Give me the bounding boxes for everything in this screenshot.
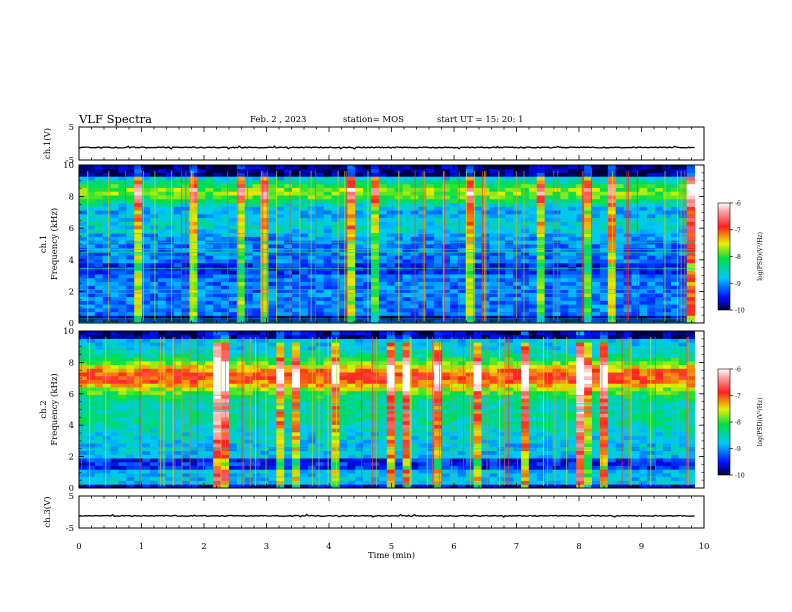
y-tick-label: 0 bbox=[69, 319, 74, 329]
x-tick-label: 0 bbox=[76, 542, 81, 552]
x-axis-label: Time (min) bbox=[368, 550, 415, 561]
y-tick-label: 10 bbox=[63, 327, 74, 337]
colorbar-tick-label: -9 bbox=[735, 281, 741, 288]
y-tick-label: -5 bbox=[66, 524, 74, 534]
header-date: Feb. 2 , 2023 bbox=[250, 115, 307, 125]
ch1-waveform-line bbox=[78, 145, 695, 150]
x-tick-label: 4 bbox=[326, 542, 331, 552]
x-tick-label: 10 bbox=[699, 542, 710, 552]
ch3-volt-axis-label: ch.3(V) bbox=[42, 496, 53, 527]
y-tick-label: -5 bbox=[66, 156, 74, 166]
colorbar-tick-label: -7 bbox=[735, 227, 741, 234]
ch2-spec-axis-label: ch.2 bbox=[39, 400, 49, 418]
y-tick-label: 5 bbox=[69, 123, 74, 133]
x-tick-label: 8 bbox=[576, 542, 581, 552]
y-tick-label: 6 bbox=[69, 224, 74, 234]
colorbar-ch1 bbox=[717, 202, 731, 311]
spectrogram-ch1 bbox=[79, 165, 696, 324]
x-tick-label: 6 bbox=[451, 542, 456, 552]
colorbar-ch2 bbox=[717, 368, 731, 476]
colorbar-tick-label: -10 bbox=[735, 473, 745, 480]
x-tick-label: 5 bbox=[389, 542, 394, 552]
colorbar-tick-label: -6 bbox=[735, 367, 741, 374]
colorbar-tick-label: -8 bbox=[735, 420, 741, 427]
y-tick-label: 4 bbox=[69, 256, 74, 266]
header-station: station= MOS bbox=[343, 115, 404, 125]
colorbar-tick-label: -8 bbox=[735, 254, 741, 261]
y-tick-label: 4 bbox=[69, 421, 74, 431]
header-start-time: start UT = 15: 20: 1 bbox=[437, 115, 524, 125]
y-tick-label: 10 bbox=[63, 161, 74, 171]
sferic-streaks bbox=[87, 171, 686, 321]
ch1-volt-axis-label: ch.1(V) bbox=[42, 128, 53, 159]
ch1-spec-axis-label: ch.1 bbox=[39, 235, 49, 253]
y-tick-label: 0 bbox=[69, 484, 74, 494]
y-tick-label: 2 bbox=[69, 287, 74, 297]
colorbar-label: log(PSD)(V²/Hz) bbox=[757, 232, 764, 281]
frequency-axis-label: Frequency (kHz) bbox=[49, 373, 60, 445]
colorbar-label: log(PSD)(V²/Hz) bbox=[757, 398, 764, 447]
spectrogram-ch2 bbox=[79, 331, 696, 489]
colorbar-tick-label: -6 bbox=[735, 201, 741, 208]
narrowband-lines bbox=[79, 395, 695, 484]
x-tick-label: 7 bbox=[514, 542, 519, 552]
y-tick-label: 2 bbox=[69, 453, 74, 463]
y-tick-label: 6 bbox=[69, 390, 74, 400]
ch3-waveform-line bbox=[78, 513, 695, 518]
chart-title: VLF Spectra bbox=[79, 112, 153, 126]
frequency-axis-label: Frequency (kHz) bbox=[49, 208, 60, 280]
colorbar-tick-label: -10 bbox=[735, 308, 745, 315]
y-tick-label: 5 bbox=[69, 492, 74, 502]
x-tick-label: 9 bbox=[639, 542, 644, 552]
x-tick-label: 3 bbox=[264, 542, 269, 552]
y-tick-label: 8 bbox=[69, 358, 74, 368]
y-tick-label: 8 bbox=[69, 193, 74, 203]
colorbar-tick-label: -7 bbox=[735, 393, 741, 400]
colorbar-tick-label: -9 bbox=[735, 446, 741, 453]
x-tick-label: 2 bbox=[201, 542, 206, 552]
sferic-streaks bbox=[81, 337, 689, 486]
x-tick-label: 1 bbox=[139, 542, 144, 552]
